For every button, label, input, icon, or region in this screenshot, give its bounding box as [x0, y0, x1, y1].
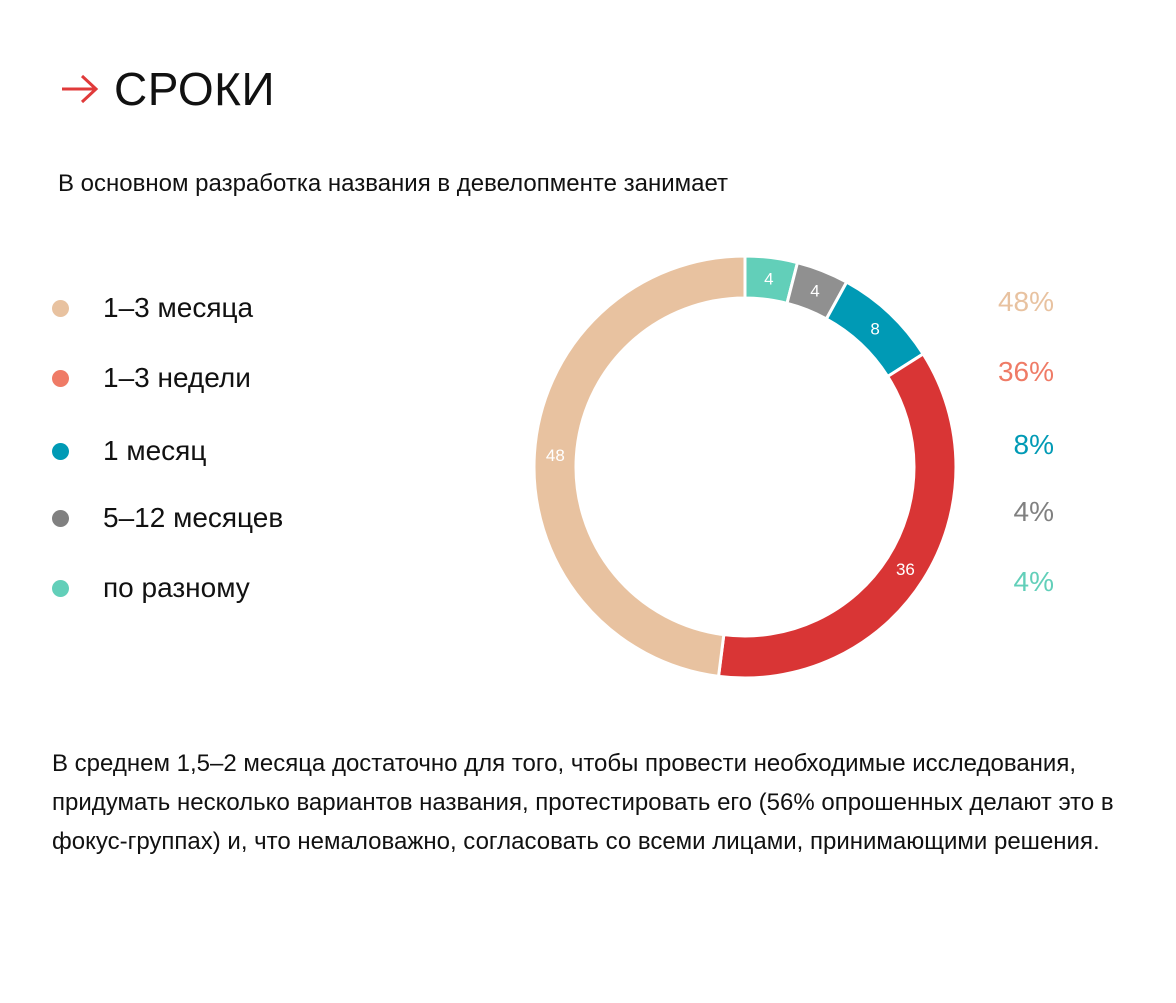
- legend-label: 1–3 недели: [103, 362, 251, 393]
- percent-label: 4%: [1013, 496, 1054, 527]
- legend-dot: [52, 579, 69, 597]
- legend-item: по разному: [52, 572, 250, 604]
- legend-item: 1–3 месяца: [52, 292, 253, 324]
- slice-value-label: 4: [764, 269, 773, 288]
- slice-value-label: 8: [870, 319, 879, 338]
- legend-dot: [52, 369, 69, 387]
- percent-label: 36%: [997, 356, 1054, 387]
- arrow-right-icon: [62, 74, 99, 104]
- percent-label: 48%: [997, 286, 1054, 317]
- legend-item: 1–3 недели: [52, 362, 251, 394]
- slice-value-label: 48: [546, 446, 565, 465]
- legend-item: 5–12 месяцев: [52, 502, 283, 534]
- donut-slice: [532, 254, 747, 678]
- slice-value-label: 36: [896, 560, 915, 579]
- legend-label: по разному: [103, 572, 250, 603]
- legend-dot: [52, 509, 69, 527]
- legend-label: 1–3 месяца: [103, 292, 254, 323]
- footer-text: В среднем 1,5–2 месяца достаточно для то…: [52, 750, 1114, 855]
- donut-slice: [717, 352, 958, 680]
- legend-label: 1 месяц: [103, 435, 207, 466]
- slice-value-label: 4: [810, 281, 819, 300]
- legend-dot: [52, 442, 69, 460]
- legend-dot: [52, 299, 69, 317]
- page-title: СРОКИ: [60, 62, 275, 116]
- legend-label: 5–12 месяцев: [103, 502, 284, 533]
- legend-item: 1 месяц: [52, 435, 206, 467]
- percent-label: 8%: [1013, 429, 1054, 460]
- percent-label: 4%: [1013, 566, 1054, 597]
- subtitle: В основном разработка названия в девелоп…: [58, 170, 729, 197]
- title-text: СРОКИ: [114, 63, 276, 115]
